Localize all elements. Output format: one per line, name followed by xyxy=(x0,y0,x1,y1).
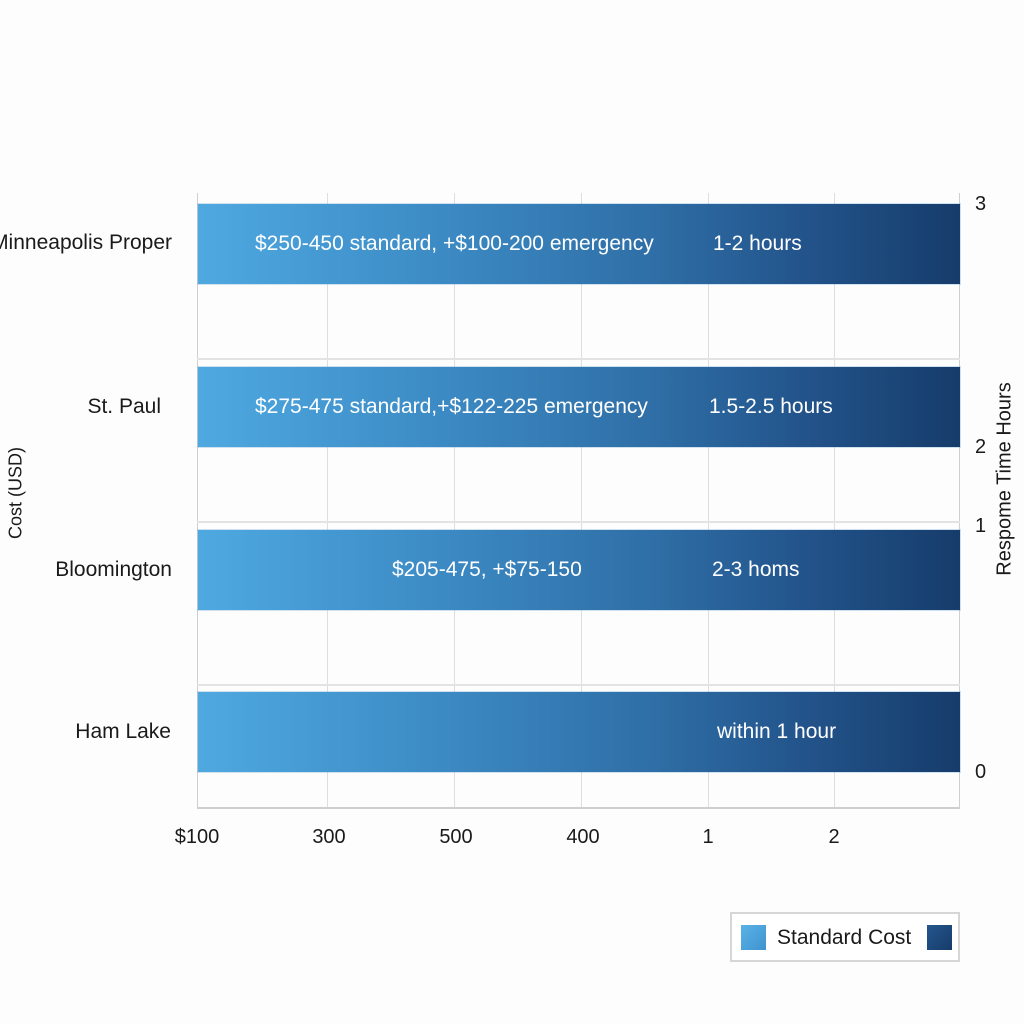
bar-response-label: 2-3 homs xyxy=(712,558,800,581)
gridline-vertical xyxy=(834,193,835,808)
category-label: Ham Lake xyxy=(75,720,171,743)
legend-label: Standard Cost xyxy=(777,926,912,949)
category-label: St. Paul xyxy=(87,395,161,418)
gridline-horizontal xyxy=(197,521,960,523)
gridline-vertical xyxy=(959,193,960,808)
y-right-tick-label: 3 xyxy=(975,193,987,215)
x-axis-line xyxy=(197,807,960,809)
bar-minneapolis-proper[interactable]: $250-450 standard, +$100-200 emergency 1… xyxy=(198,204,960,284)
bar-cost-label: $205-475, +$75-150 xyxy=(392,558,582,581)
gridline-vertical xyxy=(581,193,582,808)
gridline-vertical xyxy=(197,193,198,808)
legend: Standard Cost xyxy=(730,912,960,962)
bar-ham-lake[interactable]: within 1 hour xyxy=(198,692,960,772)
x-tick-label: 1 xyxy=(702,826,714,848)
bar-response-label: 1.5-2.5 hours xyxy=(709,395,833,418)
bar-cost-label: $275-475 standard,+$122-225 emergency xyxy=(255,395,648,418)
gridline-vertical xyxy=(708,193,709,808)
x-tick-label: $100 xyxy=(174,826,220,848)
y-right-tick-label: 0 xyxy=(975,761,987,783)
bar-response-label: within 1 hour xyxy=(717,720,837,743)
x-tick-label: 500 xyxy=(439,826,473,848)
y-right-tick-label: 1 xyxy=(975,515,987,537)
x-tick-label: 400 xyxy=(566,826,600,848)
x-tick-label: 300 xyxy=(312,826,346,848)
legend-swatch-light xyxy=(741,925,766,950)
gridline-horizontal xyxy=(197,358,960,360)
bar-response-label: 1-2 hours xyxy=(713,232,802,255)
gridline-vertical xyxy=(327,193,328,808)
gridline-horizontal xyxy=(197,684,960,686)
bar-bloomington[interactable]: $205-475, +$75-150 2-3 homs xyxy=(198,530,960,610)
y-right-tick-label: 2 xyxy=(975,436,987,458)
plot-area: $250-450 standard, +$100-200 emergency 1… xyxy=(197,193,960,809)
category-label: Minneapolis Proper xyxy=(0,231,172,254)
legend-swatch-dark xyxy=(927,925,952,950)
y-axis-right-title: Respome Time Hours xyxy=(993,382,1016,576)
bar-cost-label: $250-450 standard, +$100-200 emergency xyxy=(255,232,654,255)
bar-st-paul[interactable]: $275-475 standard,+$122-225 emergency 1.… xyxy=(198,367,960,447)
category-label: Bloomington xyxy=(55,558,172,581)
x-tick-label: 2 xyxy=(828,826,840,848)
gridline-vertical xyxy=(454,193,455,808)
y-axis-left-title: Cost (USD) xyxy=(5,446,26,540)
